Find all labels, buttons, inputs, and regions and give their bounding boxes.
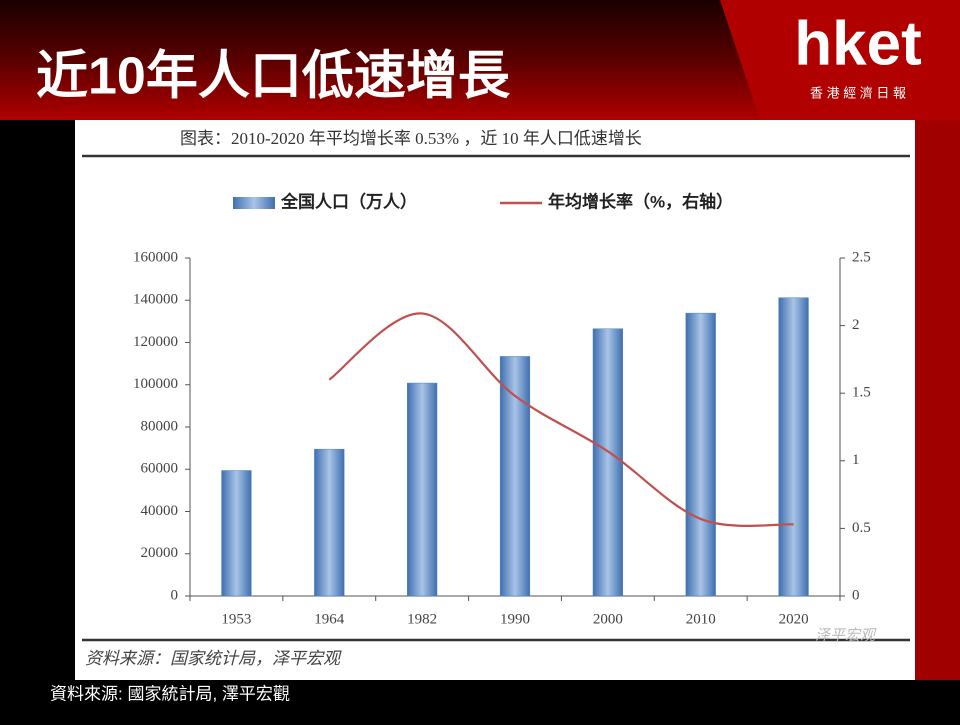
legend-swatch: [233, 197, 275, 209]
x-tick-label: 1953: [221, 611, 251, 627]
x-tick-label: 1990: [500, 611, 530, 627]
y-tick-label: 40000: [141, 503, 179, 519]
x-tick-label: 2000: [593, 611, 623, 627]
y-tick-label: 20000: [141, 545, 179, 561]
plot: 0200004000060000800001000001200001400001…: [133, 191, 871, 627]
chart-panel: [75, 120, 915, 680]
brand-sub: 香 港 經 濟 日 報: [810, 85, 906, 100]
line: [328, 312, 794, 527]
bar: [499, 356, 531, 597]
y-tick-label: 100000: [133, 376, 178, 392]
chart-source: 资料来源：国家统计局，泽平宏观: [85, 649, 342, 668]
y-tick-label: 160000: [133, 249, 178, 265]
y-tick-label: 0: [171, 587, 179, 603]
y2-tick-label: 2: [852, 317, 860, 333]
side-strip: [915, 120, 960, 680]
bar: [592, 328, 623, 597]
x-tick-label: 2020: [779, 611, 809, 627]
brand-panel: [720, 0, 960, 120]
x-tick-label: 1982: [407, 611, 437, 627]
y-tick-label: 80000: [141, 418, 179, 434]
y-tick-label: 140000: [133, 292, 178, 308]
y2-tick-label: 1: [852, 452, 860, 468]
bar: [314, 448, 345, 597]
bar: [221, 470, 252, 597]
y2-tick-label: 0: [852, 587, 860, 603]
y-tick-label: 120000: [133, 334, 178, 350]
legend-label: 全国人口（万人）: [280, 191, 417, 211]
watermark: 泽平宏观: [815, 627, 877, 644]
y2-tick-label: 2.5: [852, 249, 871, 265]
chart-title: 图表：2010-2020 年平均增长率 0.53% ，近 10 年人口低速增长: [180, 129, 642, 148]
bar: [685, 312, 716, 597]
y2-tick-label: 0.5: [852, 520, 871, 536]
x-tick-label: 1964: [314, 611, 345, 627]
y-tick-label: 60000: [141, 461, 179, 477]
x-tick-label: 2010: [686, 611, 716, 627]
y2-tick-label: 1.5: [852, 385, 871, 401]
page-title: 近10年人口低速增長: [36, 48, 511, 106]
legend-label: 年均增长率（%，右轴）: [548, 191, 733, 211]
bar: [778, 297, 809, 597]
bar: [407, 382, 438, 597]
page-source: 資料來源: 國家統計局, 澤平宏觀: [50, 684, 290, 703]
brand: hket: [794, 9, 921, 78]
